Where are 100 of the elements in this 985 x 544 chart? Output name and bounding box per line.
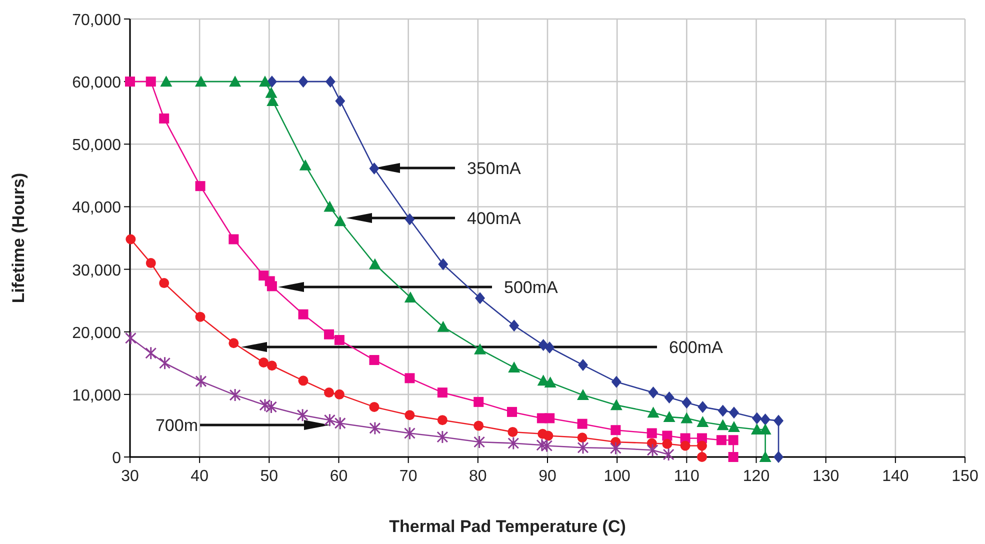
annotation: 600mA [669, 338, 724, 357]
point [475, 292, 486, 304]
point [508, 426, 518, 437]
point [324, 200, 336, 212]
point [541, 438, 553, 452]
point [716, 419, 729, 430]
point [160, 76, 172, 87]
y-tick-label: 50,000 [72, 137, 122, 154]
point [646, 428, 657, 438]
point [543, 430, 554, 441]
point [610, 399, 622, 410]
point [648, 386, 658, 399]
x-tick-label: 70 [399, 468, 418, 485]
point [578, 359, 588, 372]
point [228, 234, 239, 244]
point [718, 404, 728, 417]
point [146, 76, 156, 87]
x-tick-label: 150 [952, 468, 978, 485]
point [298, 76, 308, 88]
annotation: 350mA [467, 159, 522, 178]
point [508, 436, 520, 450]
point [610, 441, 622, 455]
point [507, 406, 518, 417]
point [576, 389, 589, 400]
point [265, 86, 278, 98]
point [509, 320, 520, 332]
annotation: 500mA [504, 278, 559, 297]
y-tick-label: 60,000 [72, 74, 122, 92]
point [146, 258, 156, 268]
point [544, 376, 556, 388]
point [368, 258, 381, 270]
point [437, 388, 448, 398]
point [259, 398, 271, 412]
x-tick-label: 130 [812, 468, 840, 485]
y-tick-label: 30,000 [72, 262, 122, 280]
point [696, 440, 707, 451]
y-tick-label: 0 [112, 450, 122, 467]
point [369, 402, 380, 412]
point [145, 346, 157, 360]
point [536, 438, 548, 452]
point [369, 421, 381, 435]
point [680, 440, 690, 451]
point [324, 329, 334, 340]
x-tick-label: 90 [538, 468, 556, 485]
point [728, 452, 738, 462]
point [750, 423, 763, 434]
x-tick-label: 110 [674, 468, 700, 485]
x-tick-label: 140 [882, 468, 909, 485]
x-tick-label: 80 [469, 468, 487, 485]
point [577, 418, 588, 429]
point [682, 396, 692, 409]
point [334, 334, 344, 345]
point [759, 451, 772, 462]
point [404, 373, 415, 384]
point [266, 360, 277, 371]
point [544, 413, 555, 424]
point [664, 392, 674, 404]
point [194, 76, 207, 87]
point [474, 420, 484, 431]
point [266, 281, 277, 292]
point [646, 443, 658, 457]
point [680, 412, 693, 424]
point [728, 420, 740, 432]
point [752, 412, 762, 424]
point [436, 430, 448, 444]
point [663, 410, 676, 422]
point [404, 426, 416, 440]
point [125, 76, 135, 87]
point [404, 410, 415, 420]
point [195, 312, 206, 322]
point [334, 389, 344, 400]
point [159, 278, 170, 288]
point [195, 181, 206, 192]
point [438, 258, 448, 270]
x-tick-label: 100 [604, 468, 631, 485]
point [266, 400, 278, 414]
point [258, 358, 269, 368]
annotation: 700m [155, 416, 198, 435]
point [544, 342, 555, 354]
point [229, 388, 241, 402]
point [647, 406, 660, 418]
point [159, 356, 171, 370]
x-tick-label: 120 [742, 468, 770, 485]
point [610, 425, 621, 436]
point [774, 451, 784, 463]
point [369, 162, 380, 175]
point [474, 343, 486, 354]
point [296, 408, 308, 422]
point [258, 76, 271, 87]
annotation: 400mA [467, 209, 522, 228]
point [298, 309, 308, 320]
y-tick-label: 40,000 [72, 200, 122, 217]
point [334, 215, 346, 226]
point [662, 430, 672, 441]
point [126, 234, 136, 244]
point [577, 440, 589, 454]
y-tick-label: 70,000 [72, 12, 122, 29]
point [696, 452, 707, 462]
point [266, 76, 277, 88]
point [577, 432, 588, 443]
